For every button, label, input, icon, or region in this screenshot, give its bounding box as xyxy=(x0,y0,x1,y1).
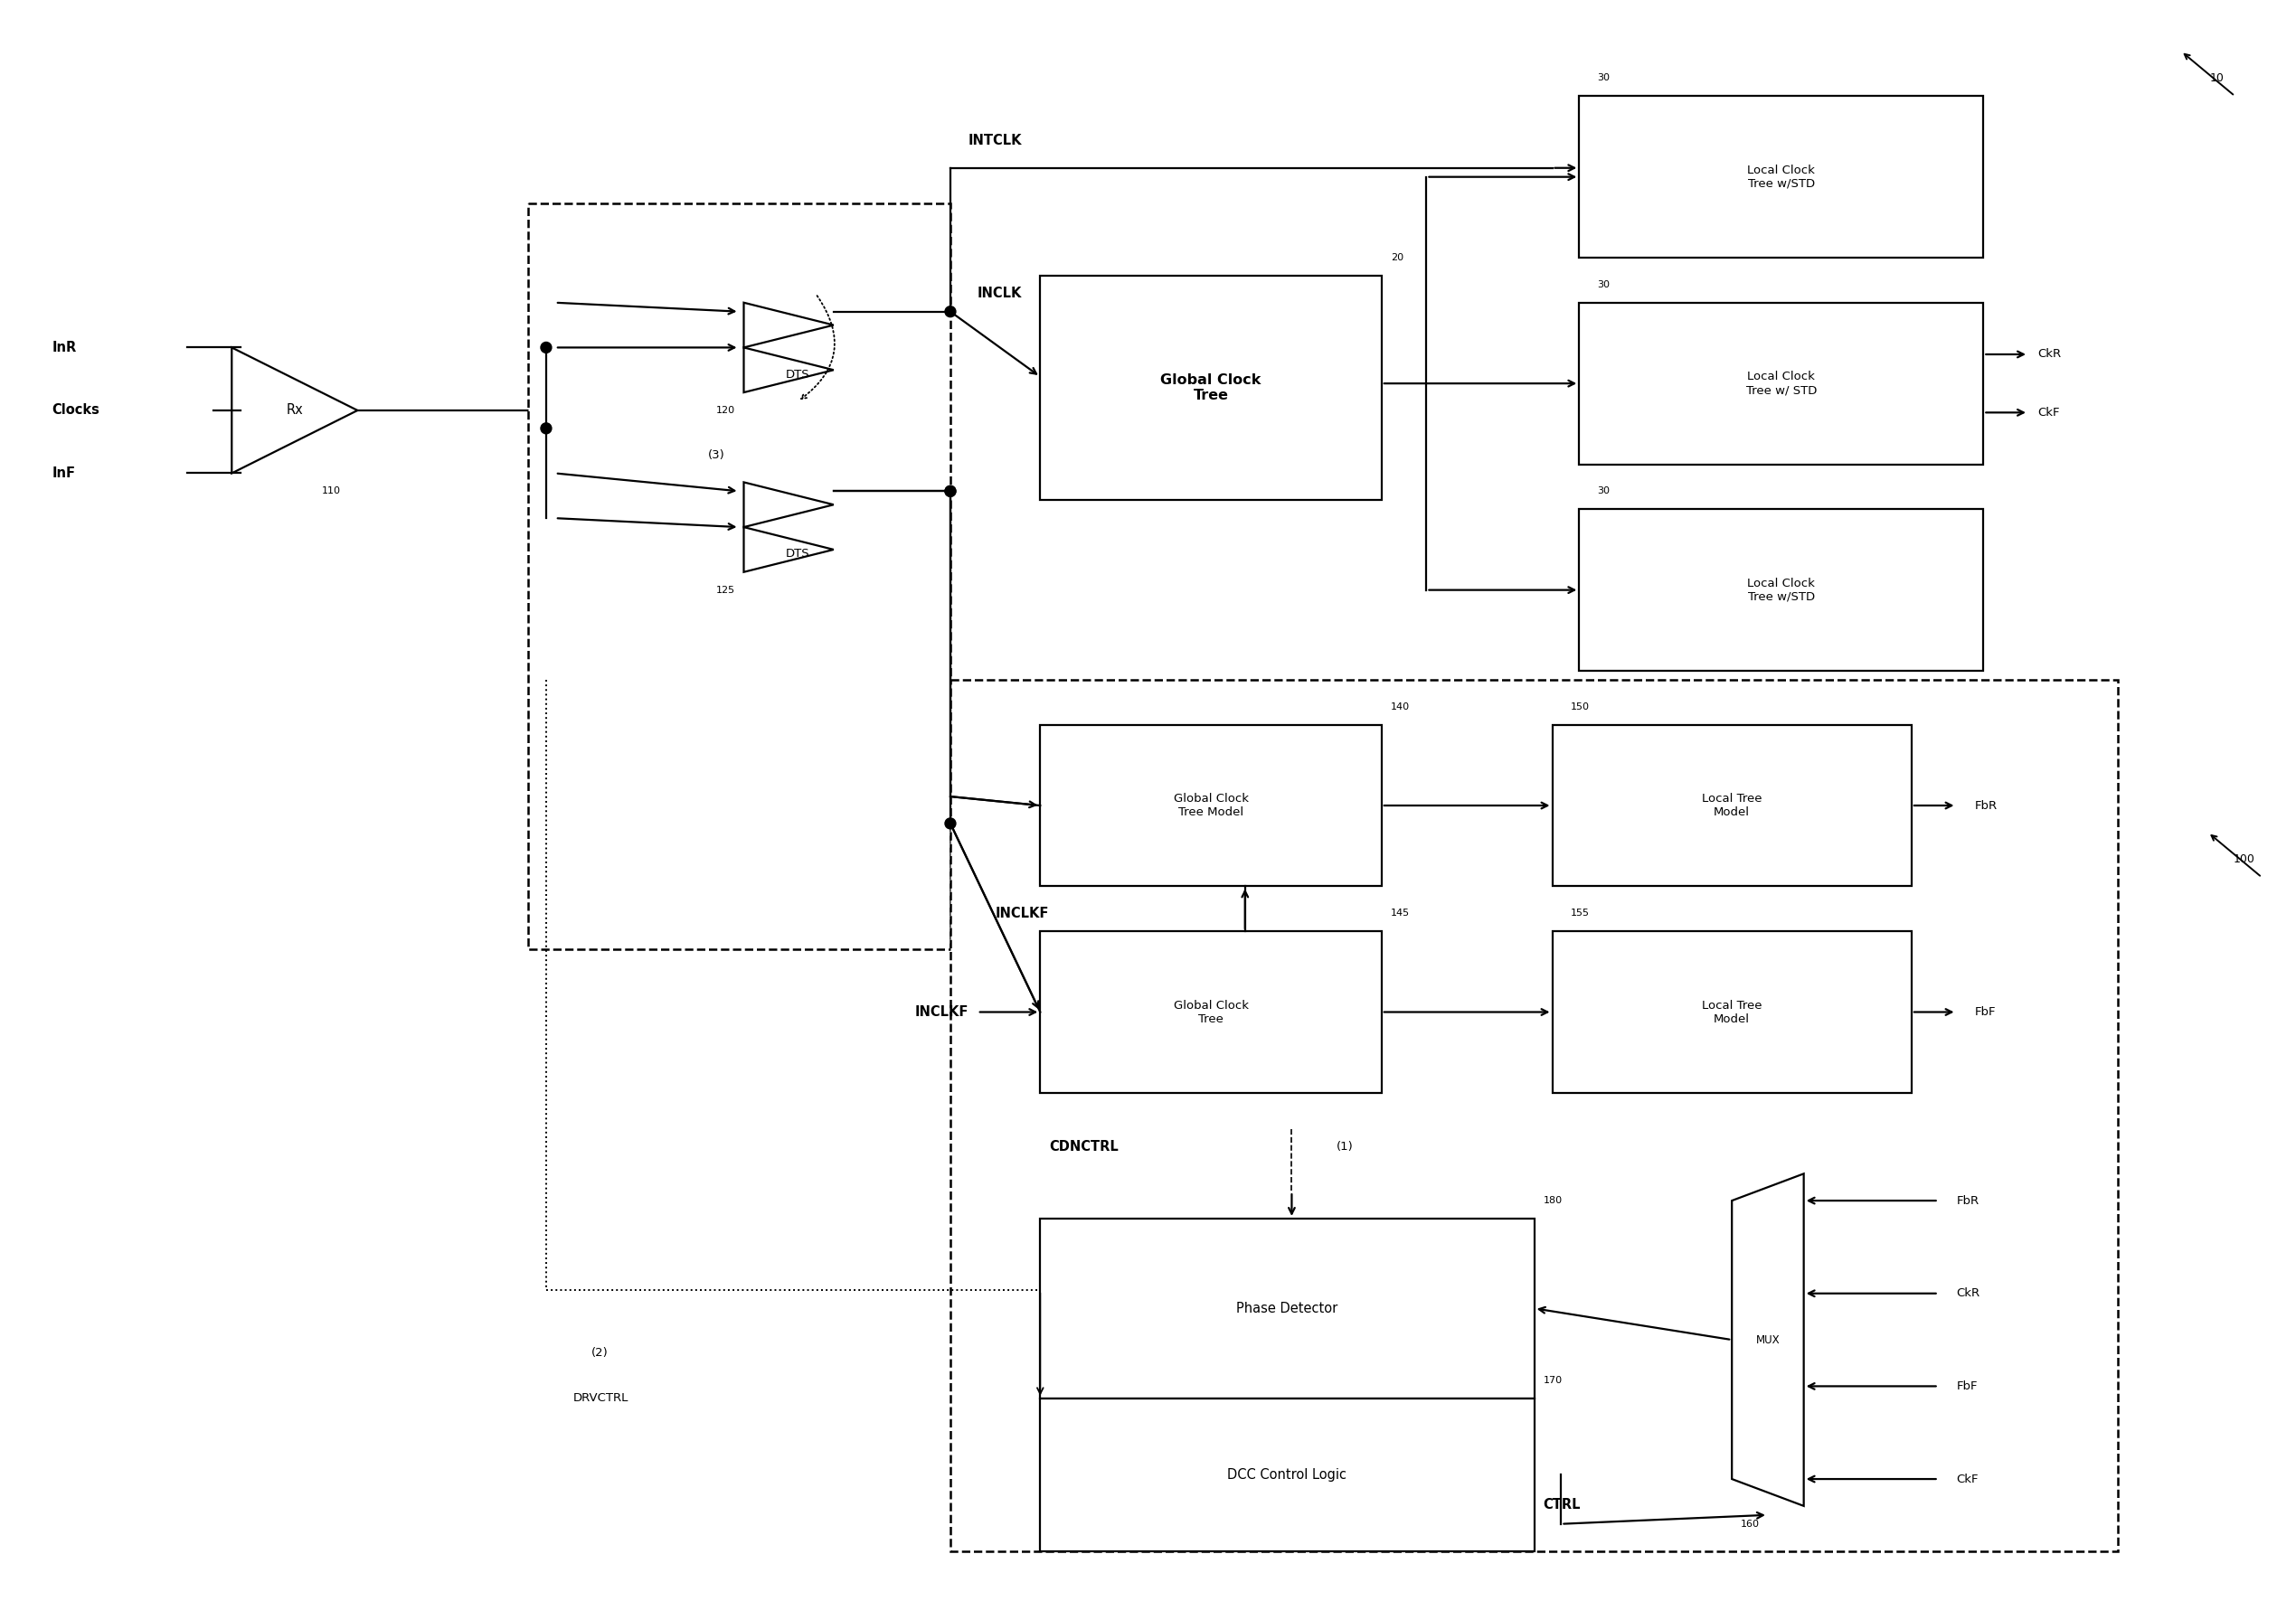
FancyBboxPatch shape xyxy=(1580,509,1984,671)
Text: InF: InF xyxy=(53,467,76,480)
Text: FbF: FbF xyxy=(1956,1380,1977,1392)
Text: 120: 120 xyxy=(716,407,735,415)
Circle shape xyxy=(542,342,551,353)
Text: 145: 145 xyxy=(1391,909,1410,919)
Text: Rx: Rx xyxy=(287,403,303,418)
Text: CkR: CkR xyxy=(2037,348,2062,360)
Text: Clocks: Clocks xyxy=(53,403,101,418)
Text: FbF: FbF xyxy=(1975,1006,1995,1017)
Circle shape xyxy=(946,486,955,497)
FancyBboxPatch shape xyxy=(1040,724,1382,886)
Text: InR: InR xyxy=(53,340,76,355)
FancyBboxPatch shape xyxy=(1552,931,1913,1093)
Text: Local Clock
Tree w/ STD: Local Clock Tree w/ STD xyxy=(1745,371,1816,397)
Text: CDNCTRL: CDNCTRL xyxy=(1049,1140,1118,1153)
Text: (3): (3) xyxy=(709,449,726,462)
Text: CTRL: CTRL xyxy=(1543,1498,1580,1511)
Text: INCLKF: INCLKF xyxy=(994,907,1049,920)
Text: CkF: CkF xyxy=(1956,1473,1979,1486)
Text: DTS: DTS xyxy=(785,548,810,561)
Text: 150: 150 xyxy=(1570,701,1589,711)
Text: 30: 30 xyxy=(1598,280,1609,290)
Text: (2): (2) xyxy=(590,1348,608,1359)
FancyBboxPatch shape xyxy=(528,204,951,949)
Text: DRVCTRL: DRVCTRL xyxy=(574,1392,629,1405)
Text: 100: 100 xyxy=(2234,854,2255,865)
Text: Global Clock
Tree Model: Global Clock Tree Model xyxy=(1173,792,1249,818)
Text: 110: 110 xyxy=(321,486,340,496)
Text: FbR: FbR xyxy=(1975,800,1998,812)
Text: 170: 170 xyxy=(1543,1375,1561,1385)
FancyBboxPatch shape xyxy=(1580,303,1984,465)
Text: Local Tree
Model: Local Tree Model xyxy=(1701,792,1761,818)
Text: INCLK: INCLK xyxy=(978,287,1022,300)
Text: 180: 180 xyxy=(1543,1196,1561,1205)
Text: 30: 30 xyxy=(1598,73,1609,83)
Text: 30: 30 xyxy=(1598,486,1609,496)
FancyBboxPatch shape xyxy=(1552,724,1913,886)
Text: 125: 125 xyxy=(716,585,735,595)
Text: Global Clock
Tree: Global Clock Tree xyxy=(1159,373,1261,403)
FancyBboxPatch shape xyxy=(951,680,2119,1550)
Text: Local Clock
Tree w/STD: Local Clock Tree w/STD xyxy=(1747,577,1816,603)
Text: 140: 140 xyxy=(1391,701,1410,711)
Text: Local Clock
Tree w/STD: Local Clock Tree w/STD xyxy=(1747,164,1816,190)
Circle shape xyxy=(946,486,955,497)
Text: INCLKF: INCLKF xyxy=(914,1006,969,1019)
Text: Phase Detector: Phase Detector xyxy=(1238,1301,1339,1315)
FancyBboxPatch shape xyxy=(1040,1398,1534,1550)
Text: INTCLK: INTCLK xyxy=(969,134,1022,147)
Circle shape xyxy=(542,423,551,434)
Text: DTS: DTS xyxy=(785,369,810,381)
Text: DCC Control Logic: DCC Control Logic xyxy=(1228,1468,1348,1481)
Text: CkR: CkR xyxy=(1956,1288,1979,1299)
FancyBboxPatch shape xyxy=(1040,931,1382,1093)
FancyBboxPatch shape xyxy=(1040,1218,1534,1398)
Text: 20: 20 xyxy=(1391,253,1403,262)
Text: Global Clock
Tree: Global Clock Tree xyxy=(1173,1000,1249,1025)
FancyBboxPatch shape xyxy=(1580,96,1984,258)
Text: Local Tree
Model: Local Tree Model xyxy=(1701,1000,1761,1025)
Text: CkF: CkF xyxy=(2037,407,2060,418)
Text: MUX: MUX xyxy=(1756,1333,1779,1346)
Text: 155: 155 xyxy=(1570,909,1589,919)
Text: 160: 160 xyxy=(1740,1520,1759,1528)
Text: (1): (1) xyxy=(1336,1140,1355,1153)
FancyBboxPatch shape xyxy=(1040,275,1382,501)
Circle shape xyxy=(946,818,955,829)
Text: FbR: FbR xyxy=(1956,1196,1979,1207)
Circle shape xyxy=(946,306,955,318)
Text: 10: 10 xyxy=(2209,73,2225,84)
